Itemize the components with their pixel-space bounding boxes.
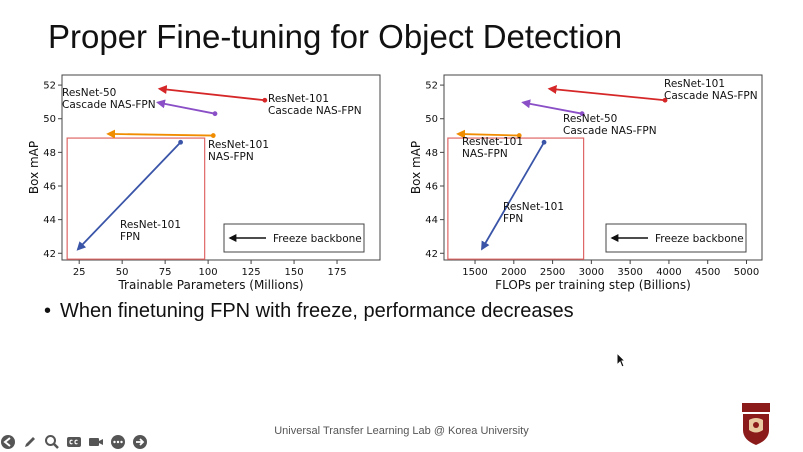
bullet-marker: •	[44, 300, 52, 322]
label-resnet50-cascade: ResNet-50	[62, 87, 116, 99]
highlight-box	[66, 137, 206, 260]
label-resnet101-nasfpn: NAS-FPN	[208, 151, 254, 163]
legend-label: Freeze backbone	[655, 233, 744, 245]
back-icon[interactable]	[0, 434, 16, 450]
label-resnet101-cascade: ResNet-101	[268, 93, 329, 105]
label-resnet50-cascade: ResNet-50	[563, 113, 617, 125]
pen-icon[interactable]	[22, 434, 38, 450]
x-tick-label: 25	[73, 267, 86, 278]
label-resnet50-cascade: Cascade NAS-FPN	[563, 125, 657, 137]
x-tick-label: 4000	[656, 267, 681, 278]
y-tick-label: 44	[43, 215, 56, 226]
y-tick-label: 50	[43, 114, 56, 125]
point-orange	[210, 133, 216, 138]
arrow-blue	[481, 141, 545, 251]
label-resnet50-cascade: Cascade NAS-FPN	[62, 99, 156, 111]
x-axis-label: FLOPs per training step (Billions)	[495, 278, 691, 292]
arrow-red	[547, 84, 666, 102]
label-resnet101-fpn: FPN	[503, 213, 523, 225]
arrow-orange	[106, 129, 214, 139]
x-tick-label: 1500	[462, 267, 487, 278]
x-tick-label: 50	[116, 267, 129, 278]
y-tick-label: 52	[425, 81, 438, 92]
point-purple	[579, 111, 585, 117]
x-tick-label: 175	[327, 267, 346, 278]
arrow-red	[157, 85, 265, 102]
label-resnet101-fpn: FPN	[120, 231, 140, 243]
x-tick-label: 2500	[540, 267, 565, 278]
highlight-box	[447, 137, 585, 260]
y-tick-label: 46	[43, 182, 56, 193]
y-tick-label: 48	[425, 148, 438, 159]
y-axis-label: Box mAP	[27, 141, 41, 194]
arrow-purple	[155, 99, 216, 115]
x-tick-label: 5000	[734, 267, 759, 278]
camera-icon[interactable]	[88, 434, 104, 450]
label-resnet101-nasfpn: ResNet-101	[462, 136, 523, 148]
y-tick-label: 42	[425, 249, 438, 260]
label-resnet101-fpn: ResNet-101	[120, 219, 181, 231]
x-tick-label: 150	[285, 267, 304, 278]
slide-title: Proper Fine-tuning for Object Detection	[48, 18, 623, 55]
mouse-cursor-icon	[616, 351, 627, 373]
label-resnet101-nasfpn: ResNet-101	[208, 139, 269, 151]
label-resnet101-fpn: ResNet-101	[503, 201, 564, 213]
x-axis-label: Trainable Parameters (Millions)	[117, 278, 303, 292]
captions-icon[interactable]	[66, 434, 82, 450]
bullet-item: • When finetuning FPN with freeze, perfor…	[44, 300, 574, 323]
y-tick-label: 52	[43, 81, 56, 92]
point-orange	[516, 133, 522, 138]
x-tick-label: 75	[159, 267, 172, 278]
zoom-icon[interactable]	[44, 434, 60, 450]
arrow-blue	[76, 141, 182, 251]
y-tick-label: 48	[43, 148, 56, 159]
flops-vs-map-chart: 42 44 46 48 50 52 1500 2000 2500 3000 3500 4000 4500…	[406, 72, 778, 294]
x-tick-label: 3000	[579, 267, 604, 278]
x-tick-label: 3500	[617, 267, 642, 278]
arrow-purple	[521, 99, 583, 115]
point-blue	[541, 139, 547, 145]
y-tick-label: 44	[425, 215, 438, 226]
x-tick-label: 100	[199, 267, 218, 278]
arrow-orange	[456, 129, 520, 139]
presentation-toolbar	[0, 432, 148, 452]
y-tick-label: 46	[425, 182, 438, 193]
flops-chart-svg: 42 44 46 48 50 52 1500 2000 2500 3000 3500 4000 4500…	[409, 74, 763, 292]
point-red	[662, 97, 668, 103]
y-tick-label: 50	[425, 114, 438, 125]
point-blue	[178, 139, 184, 145]
y-axis-label: Box mAP	[409, 141, 423, 194]
x-tick-label: 125	[242, 267, 261, 278]
legend-label: Freeze backbone	[273, 233, 362, 245]
more-icon[interactable]	[110, 434, 126, 450]
forward-icon[interactable]	[132, 434, 148, 450]
params-chart-svg: 42 44 46 48 50 52 25 50 75 100 125 150 175 Trainable …	[27, 74, 381, 292]
label-resnet101-cascade: Cascade NAS-FPN	[268, 105, 362, 117]
point-red	[262, 97, 268, 103]
bullet-text: When finetuning FPN with freeze, perform…	[60, 300, 574, 322]
slide-footer: Universal Transfer Learning Lab @ Korea …	[274, 425, 529, 437]
label-resnet101-cascade: Cascade NAS-FPN	[664, 90, 758, 102]
x-tick-label: 2000	[501, 267, 526, 278]
korea-university-logo	[741, 402, 771, 446]
x-tick-label: 4500	[695, 267, 720, 278]
label-resnet101-cascade: ResNet-101	[664, 78, 725, 90]
y-tick-label: 42	[43, 249, 56, 260]
point-purple	[212, 111, 218, 117]
params-vs-map-chart: 42 44 46 48 50 52 25 50 75 100 125 150 175 Trainable …	[24, 72, 396, 294]
label-resnet101-nasfpn: NAS-FPN	[462, 148, 508, 160]
